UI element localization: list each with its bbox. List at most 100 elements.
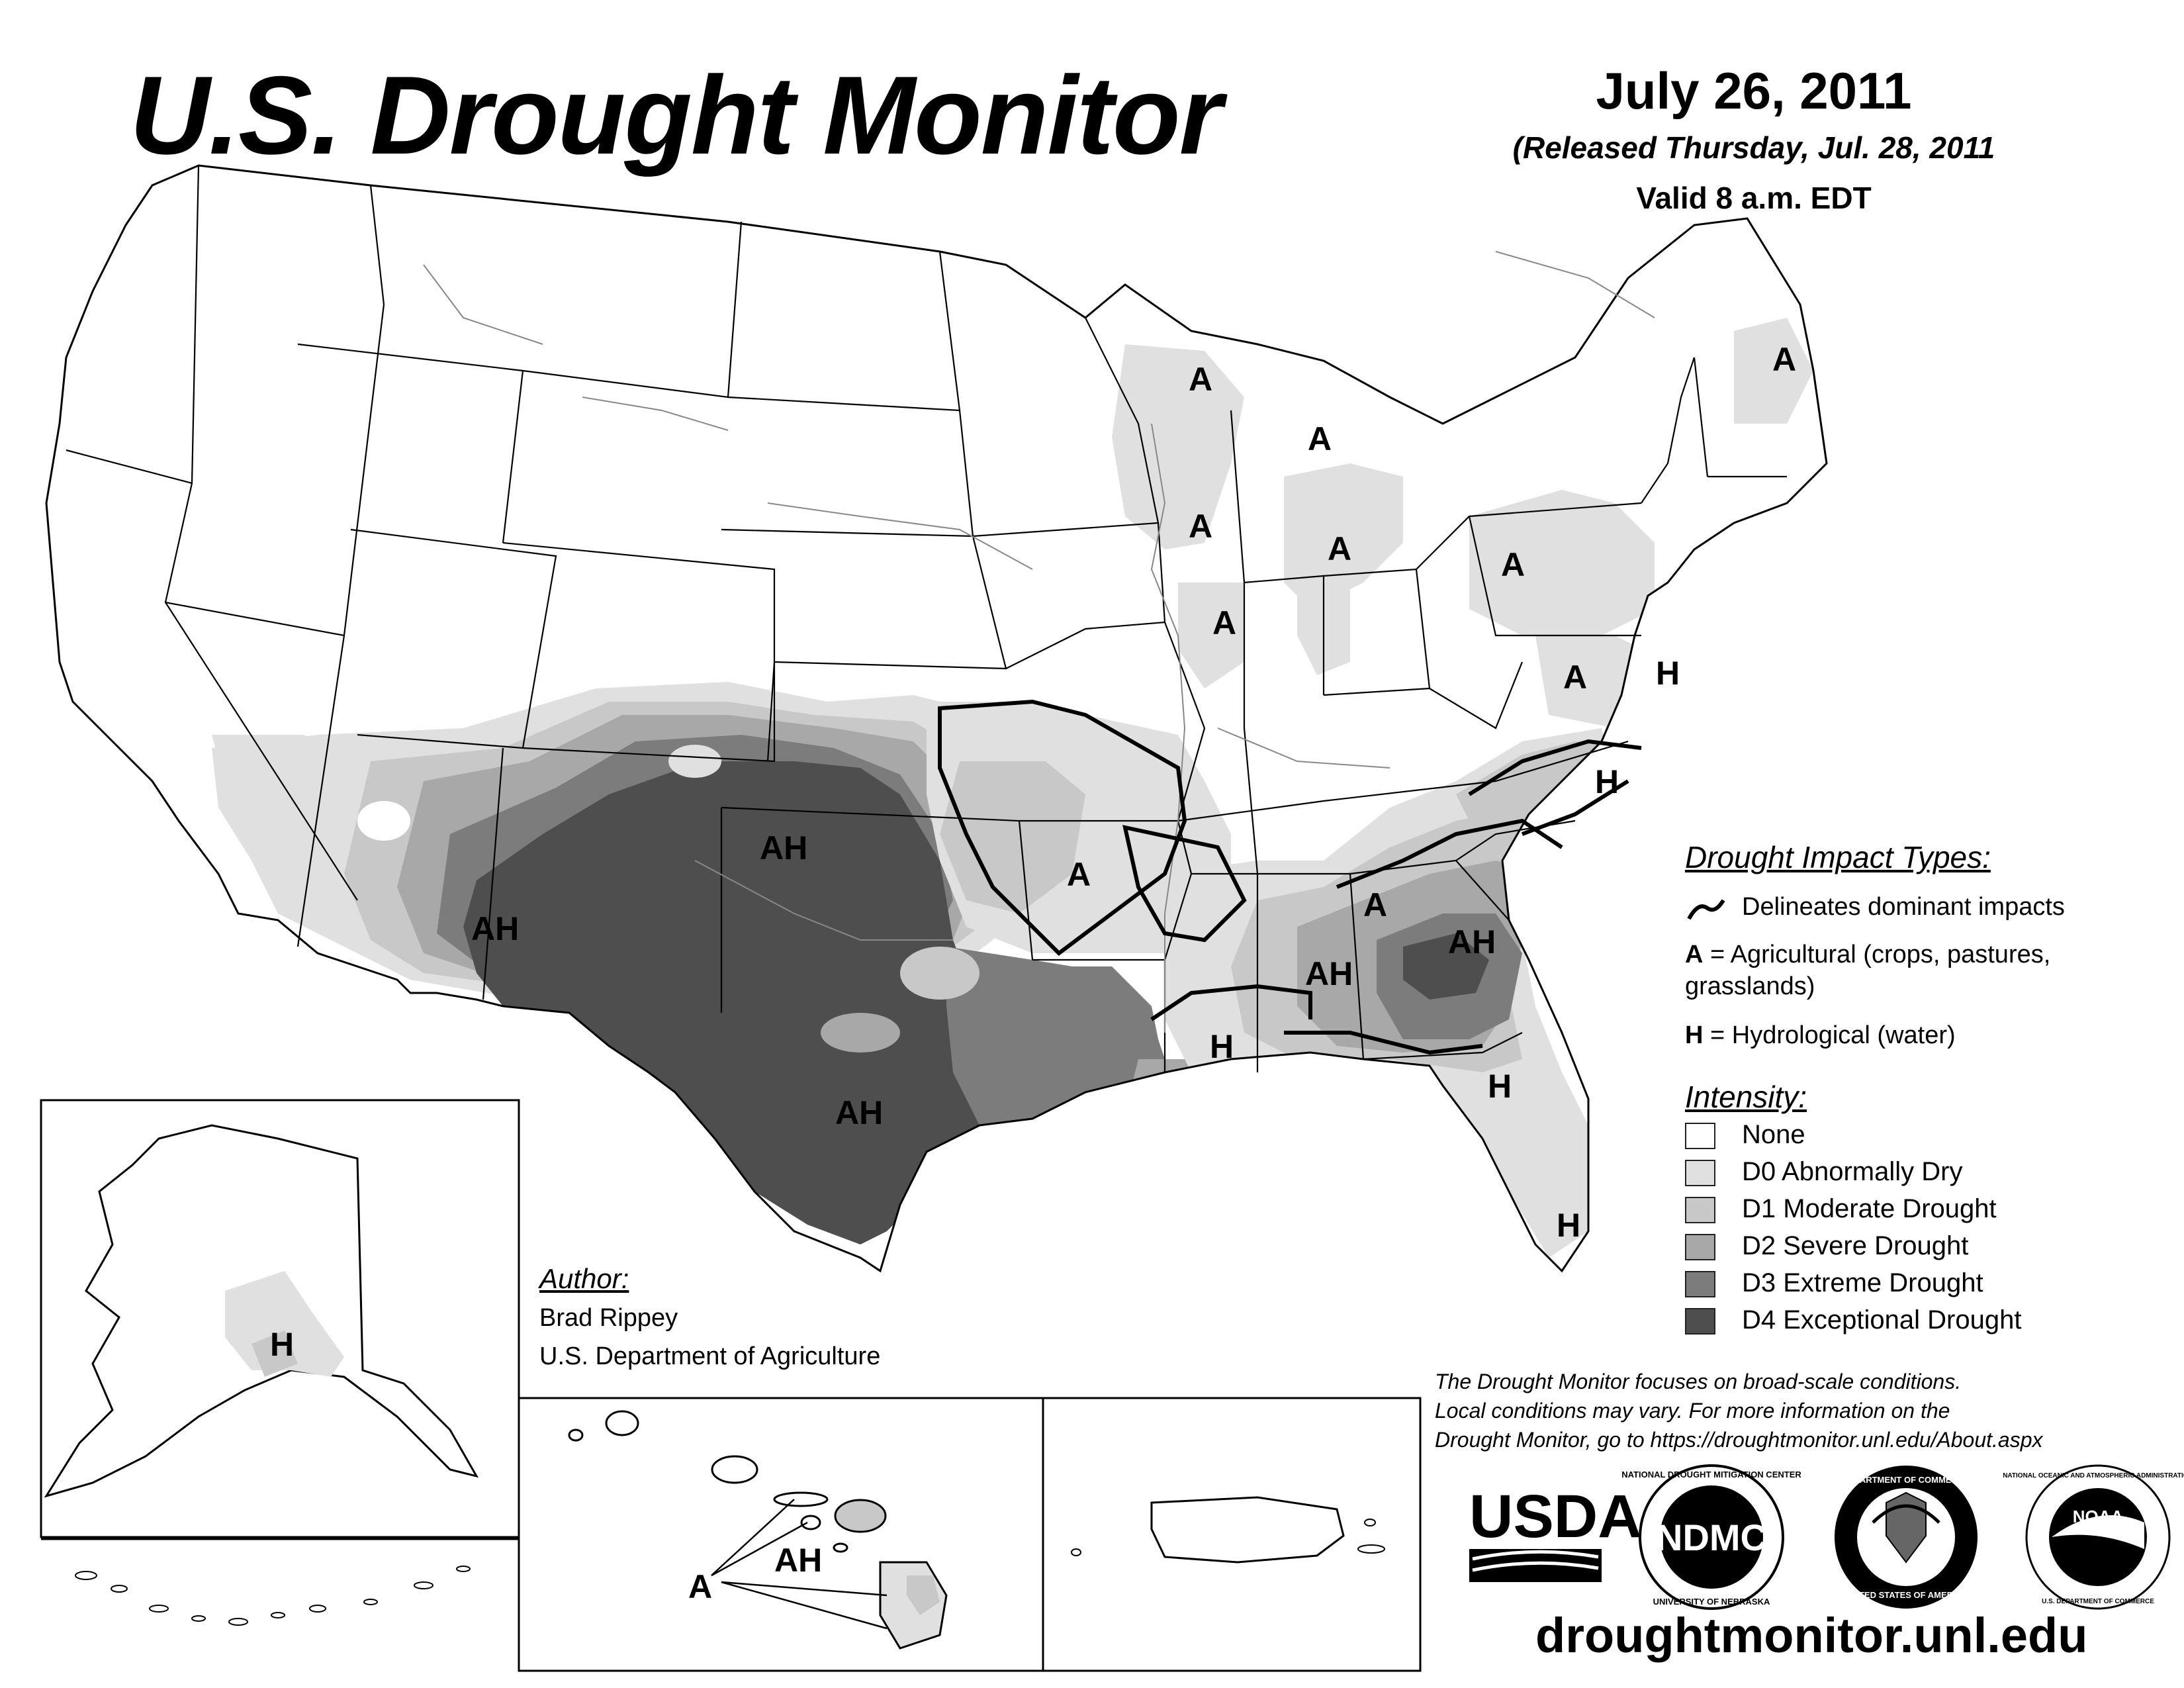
impact-legend-agricultural-cont: grasslands) — [1685, 972, 1815, 1000]
impact-label-a-mi-s: A — [1328, 530, 1351, 567]
usda-logo: USDA — [1469, 1483, 1642, 1582]
impact-label-ah-ok: AH — [760, 829, 807, 867]
intensity-swatch-2 — [1685, 1197, 1715, 1223]
island-niihau — [568, 1429, 584, 1442]
impact-label-h-nc: H — [1595, 763, 1619, 800]
impact-label-h-de: H — [1656, 655, 1680, 692]
impact-label-h-fl-n: H — [1488, 1068, 1512, 1105]
hawaii-inset: A AH — [518, 1397, 1044, 1672]
impact-legend-agricultural: A = Agricultural (crops, pastures, — [1685, 939, 2050, 970]
noaa-logo: NOAA NATIONAL OCEANIC AND ATMOSPHERIC AD… — [2003, 1464, 2184, 1610]
impact-label-a-hi: A — [688, 1568, 712, 1605]
island-mona — [1071, 1548, 1081, 1556]
island-vieques — [1357, 1544, 1385, 1554]
disclaimer: The Drought Monitor focuses on broad-sca… — [1435, 1367, 2042, 1454]
disclaimer-line-2: Local conditions may vary. For more info… — [1435, 1399, 1950, 1423]
hydrological-key: H — [1685, 1021, 1704, 1049]
rivers — [423, 251, 1655, 1033]
impact-legend-hydrological: H = Hydrological (water) — [1685, 1019, 1956, 1051]
agricultural-text: = Agricultural (crops, pastures, — [1703, 941, 2051, 968]
d0-illinois — [1178, 583, 1244, 688]
intensity-swatch-5 — [1685, 1308, 1715, 1335]
impact-legend-delineates: Delineates dominant impacts — [1742, 893, 2065, 921]
d0-wisconsin — [1112, 344, 1244, 549]
impact-label-h-ms: H — [1210, 1028, 1234, 1065]
island-kahoolawe — [833, 1542, 848, 1553]
d1-kansas — [940, 761, 1085, 914]
impact-label-ah-hi: AH — [774, 1542, 822, 1579]
impact-label-a-wi-s: A — [1189, 508, 1212, 545]
island-culebra — [1364, 1519, 1376, 1526]
none-hole-1 — [357, 801, 410, 841]
svg-text:UNITED STATES OF AMERICA: UNITED STATES OF AMERICA — [1844, 1590, 1968, 1600]
svg-text:NDMC: NDMC — [1656, 1517, 1767, 1558]
impact-label-ah-ga: AH — [1448, 923, 1496, 961]
disclaimer-line-1: The Drought Monitor focuses on broad-sca… — [1435, 1370, 1962, 1393]
hawaii-d1-big-island — [907, 1575, 940, 1615]
intensity-swatch-4 — [1685, 1271, 1715, 1297]
svg-text:UNIVERSITY OF NEBRASKA: UNIVERSITY OF NEBRASKA — [1653, 1597, 1770, 1607]
intensity-swatch-1 — [1685, 1160, 1715, 1186]
impact-label-h-ak: H — [270, 1326, 294, 1363]
ndmc-logo: NDMC NATIONAL DROUGHT MITIGATION CENTER … — [1621, 1464, 1801, 1610]
author-org: U.S. Department of Agriculture — [539, 1342, 881, 1370]
puerto-rico-inset — [1042, 1397, 1422, 1672]
d0-virginia-maryland — [1535, 635, 1668, 728]
intensity-label-2: D1 Moderate Drought — [1742, 1194, 1997, 1223]
impact-label-ah-tx: AH — [835, 1094, 883, 1131]
delineation-line-sample — [1687, 899, 1725, 920]
none-hole-2 — [668, 745, 721, 778]
svg-text:DEPARTMENT OF COMMERCE: DEPARTMENT OF COMMERCE — [1843, 1475, 1970, 1485]
impact-delineation-lines — [938, 699, 1642, 1055]
intensity-swatch-0 — [1685, 1123, 1715, 1149]
disclaimer-line-3: Drought Monitor, go to https://droughtmo… — [1435, 1428, 2043, 1452]
d1-patch-tx — [900, 947, 979, 1000]
conus-outline — [45, 164, 1828, 1273]
intensity-label-4: D3 Extreme Drought — [1742, 1268, 1983, 1297]
island-maui — [834, 1499, 887, 1533]
island-kauai — [605, 1410, 639, 1436]
aleutian-islands — [75, 1566, 471, 1626]
intensity-label-1: D0 Abnormally Dry — [1742, 1157, 1963, 1186]
valid-time: Valid 8 a.m. EDT — [1636, 181, 1872, 215]
release-date: (Released Thursday, Jul. 28, 2011 — [1512, 130, 1995, 165]
svg-text:U.S. DEPARTMENT OF COMMERCE: U.S. DEPARTMENT OF COMMERCE — [2042, 1598, 2154, 1605]
website-link[interactable]: droughtmonitor.unl.edu — [1535, 1608, 2088, 1663]
intensity-label-5: D4 Exceptional Drought — [1742, 1305, 2022, 1335]
svg-text:NATIONAL DROUGHT MITIGATION CE: NATIONAL DROUGHT MITIGATION CENTER — [1621, 1470, 1801, 1479]
d4-georgia — [1403, 933, 1489, 1000]
d0-pennsylvania — [1469, 490, 1655, 635]
impact-label-a-mi-n: A — [1308, 420, 1332, 457]
alaska-inset: H — [40, 1099, 520, 1626]
intensity-legend-title: Intensity: — [1685, 1080, 1807, 1114]
d4-texas-core — [463, 761, 1032, 1244]
agricultural-key: A — [1685, 941, 1704, 968]
impact-label-h-fl-s: H — [1557, 1207, 1580, 1244]
author-name: Brad Rippey — [539, 1304, 678, 1332]
island-molokai — [773, 1491, 829, 1507]
impact-legend-title: Drought Impact Types: — [1685, 840, 1991, 874]
impact-label-a-pa: A — [1501, 546, 1525, 583]
d0-california-nevada — [212, 735, 344, 847]
puerto-rico-outline — [1150, 1496, 1345, 1564]
impact-label-a-me: A — [1772, 341, 1796, 378]
state-boundaries — [66, 165, 1787, 1072]
impact-label-ah-al: AH — [1305, 955, 1353, 992]
impact-label-a-il: A — [1212, 604, 1236, 641]
hydrological-text: = Hydrological (water) — [1703, 1021, 1956, 1049]
svg-text:USDA: USDA — [1469, 1483, 1642, 1550]
impact-label-a-ar: A — [1067, 856, 1091, 893]
page-title: U.S. Drought Monitor — [130, 53, 1222, 177]
intensity-swatch-3 — [1685, 1234, 1715, 1260]
alaska-d1-area — [251, 1331, 298, 1377]
island-lanai — [800, 1515, 821, 1530]
impact-label-ah-nm: AH — [471, 910, 519, 947]
intensity-label-3: D2 Severe Drought — [1742, 1231, 1969, 1260]
svg-text:NATIONAL OCEANIC AND ATMOSPHER: NATIONAL OCEANIC AND ATMOSPHERIC ADMINIS… — [2003, 1472, 2184, 1479]
impact-labels: AH AH AH A H AH A AH H H H A A A A A A A… — [471, 341, 1796, 1244]
impact-label-a-tn: A — [1363, 886, 1387, 923]
author-title: Author: — [539, 1263, 629, 1294]
d0-maine — [1734, 318, 1813, 424]
d2-patch-tx — [821, 1013, 900, 1053]
